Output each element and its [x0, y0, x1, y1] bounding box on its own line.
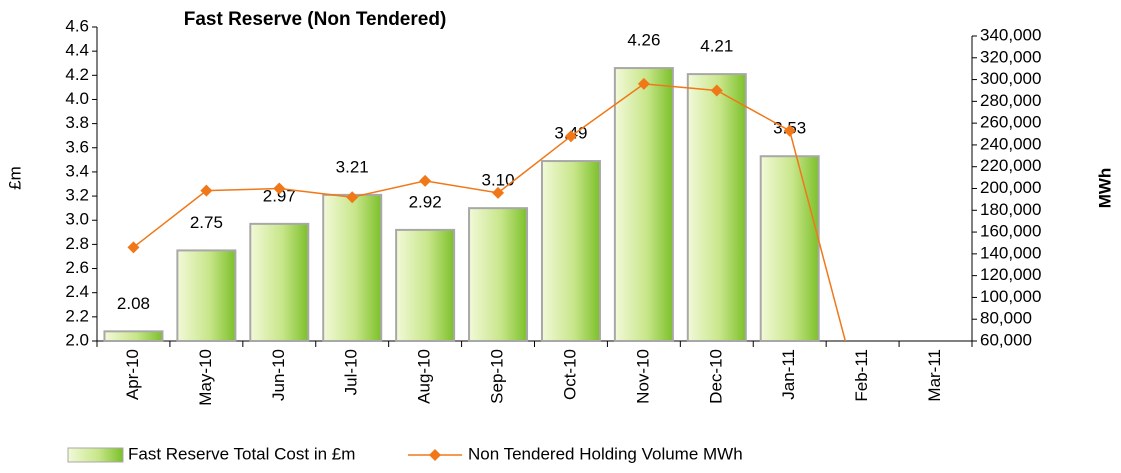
data-label: 3.10 [481, 171, 514, 190]
y2-tick-label: 260,000 [980, 113, 1041, 132]
y-tick-label: 2.0 [65, 330, 89, 349]
y-tick-label: 2.4 [65, 282, 89, 301]
x-tick-label: Nov-10 [633, 349, 652, 404]
y-tick-label: 2.6 [65, 258, 89, 277]
x-tick-label: Dec-10 [706, 349, 725, 404]
line-group [127, 77, 847, 341]
x-tick-label: Aug-10 [415, 349, 434, 404]
bar [540, 160, 601, 342]
bar [176, 249, 237, 342]
y-tick-label: 3.4 [65, 161, 89, 180]
bar [249, 222, 310, 343]
y2-tick-label: 340,000 [980, 25, 1041, 44]
x-tick-label: Sep-10 [488, 349, 507, 404]
data-label: 4.21 [700, 37, 733, 56]
x-tick-label: Jul-10 [342, 349, 361, 395]
y-tick-label: 3.2 [65, 186, 89, 205]
bar [759, 155, 820, 342]
bar [613, 67, 674, 343]
line-marker [273, 182, 286, 195]
y2-tick-label: 60,000 [980, 330, 1032, 349]
y-tick-label: 3.6 [65, 137, 89, 156]
x-tick-label: May-10 [196, 349, 215, 406]
line-marker [710, 84, 723, 97]
x-tick-label: Feb-11 [852, 349, 871, 402]
bar [686, 73, 747, 342]
y-tick-label: 4.6 [65, 16, 89, 35]
line-marker [346, 191, 359, 204]
x-tick-label: Jan-11 [779, 349, 798, 400]
data-label: 2.08 [117, 294, 150, 313]
y2-tick-label: 240,000 [980, 134, 1041, 153]
y-tick-label: 3.0 [65, 210, 89, 229]
y2-tick-label: 80,000 [980, 309, 1032, 328]
y-tick-label: 3.8 [65, 113, 89, 132]
bar [322, 193, 383, 342]
y2-tick-label: 200,000 [980, 178, 1041, 197]
line-marker [492, 186, 505, 199]
y2-tick-label: 120,000 [980, 265, 1041, 284]
legend-marker [429, 449, 441, 461]
line-marker [637, 77, 650, 90]
y2-axis-label: MWh [1095, 168, 1114, 209]
x-tick-label: Jun-10 [269, 349, 288, 401]
line-marker [127, 241, 140, 254]
line-marker [783, 124, 796, 137]
data-label: 2.92 [409, 192, 442, 211]
y2-tick-label: 140,000 [980, 243, 1041, 262]
y2-tick-label: 280,000 [980, 91, 1041, 110]
legend-swatch [67, 447, 124, 463]
data-label: 3.21 [336, 157, 369, 176]
data-label: 2.97 [263, 186, 296, 205]
data-label: 4.26 [627, 31, 660, 50]
y-tick-label: 4.2 [65, 65, 89, 84]
bar [468, 207, 529, 342]
legend-label: Non Tendered Holding Volume MWh [468, 444, 743, 463]
x-tick-label: Apr-10 [123, 349, 142, 400]
line-marker [419, 174, 432, 187]
chart-title: Fast Reserve (Non Tendered) [184, 9, 447, 30]
x-tick-label: Mar-11 [925, 349, 944, 402]
y-tick-label: 2.8 [65, 234, 89, 253]
bar [103, 330, 164, 343]
y2-tick-label: 160,000 [980, 222, 1041, 241]
y2-tick-label: 220,000 [980, 156, 1041, 175]
y-tick-label: 2.2 [65, 306, 89, 325]
line-marker [200, 184, 213, 197]
bar [395, 228, 456, 342]
y-axis-label: £m [5, 166, 24, 190]
y-tick-label: 4.4 [65, 41, 89, 60]
x-tick-label: Oct-10 [560, 349, 579, 400]
data-label: 2.75 [190, 213, 223, 232]
y-tick-label: 4.0 [65, 89, 89, 108]
y2-tick-label: 100,000 [980, 287, 1041, 306]
legend-label: Fast Reserve Total Cost in £m [128, 444, 355, 463]
y2-tick-label: 320,000 [980, 47, 1041, 66]
y2-tick-label: 180,000 [980, 200, 1041, 219]
line-marker [564, 130, 577, 143]
y2-tick-label: 300,000 [980, 69, 1041, 88]
